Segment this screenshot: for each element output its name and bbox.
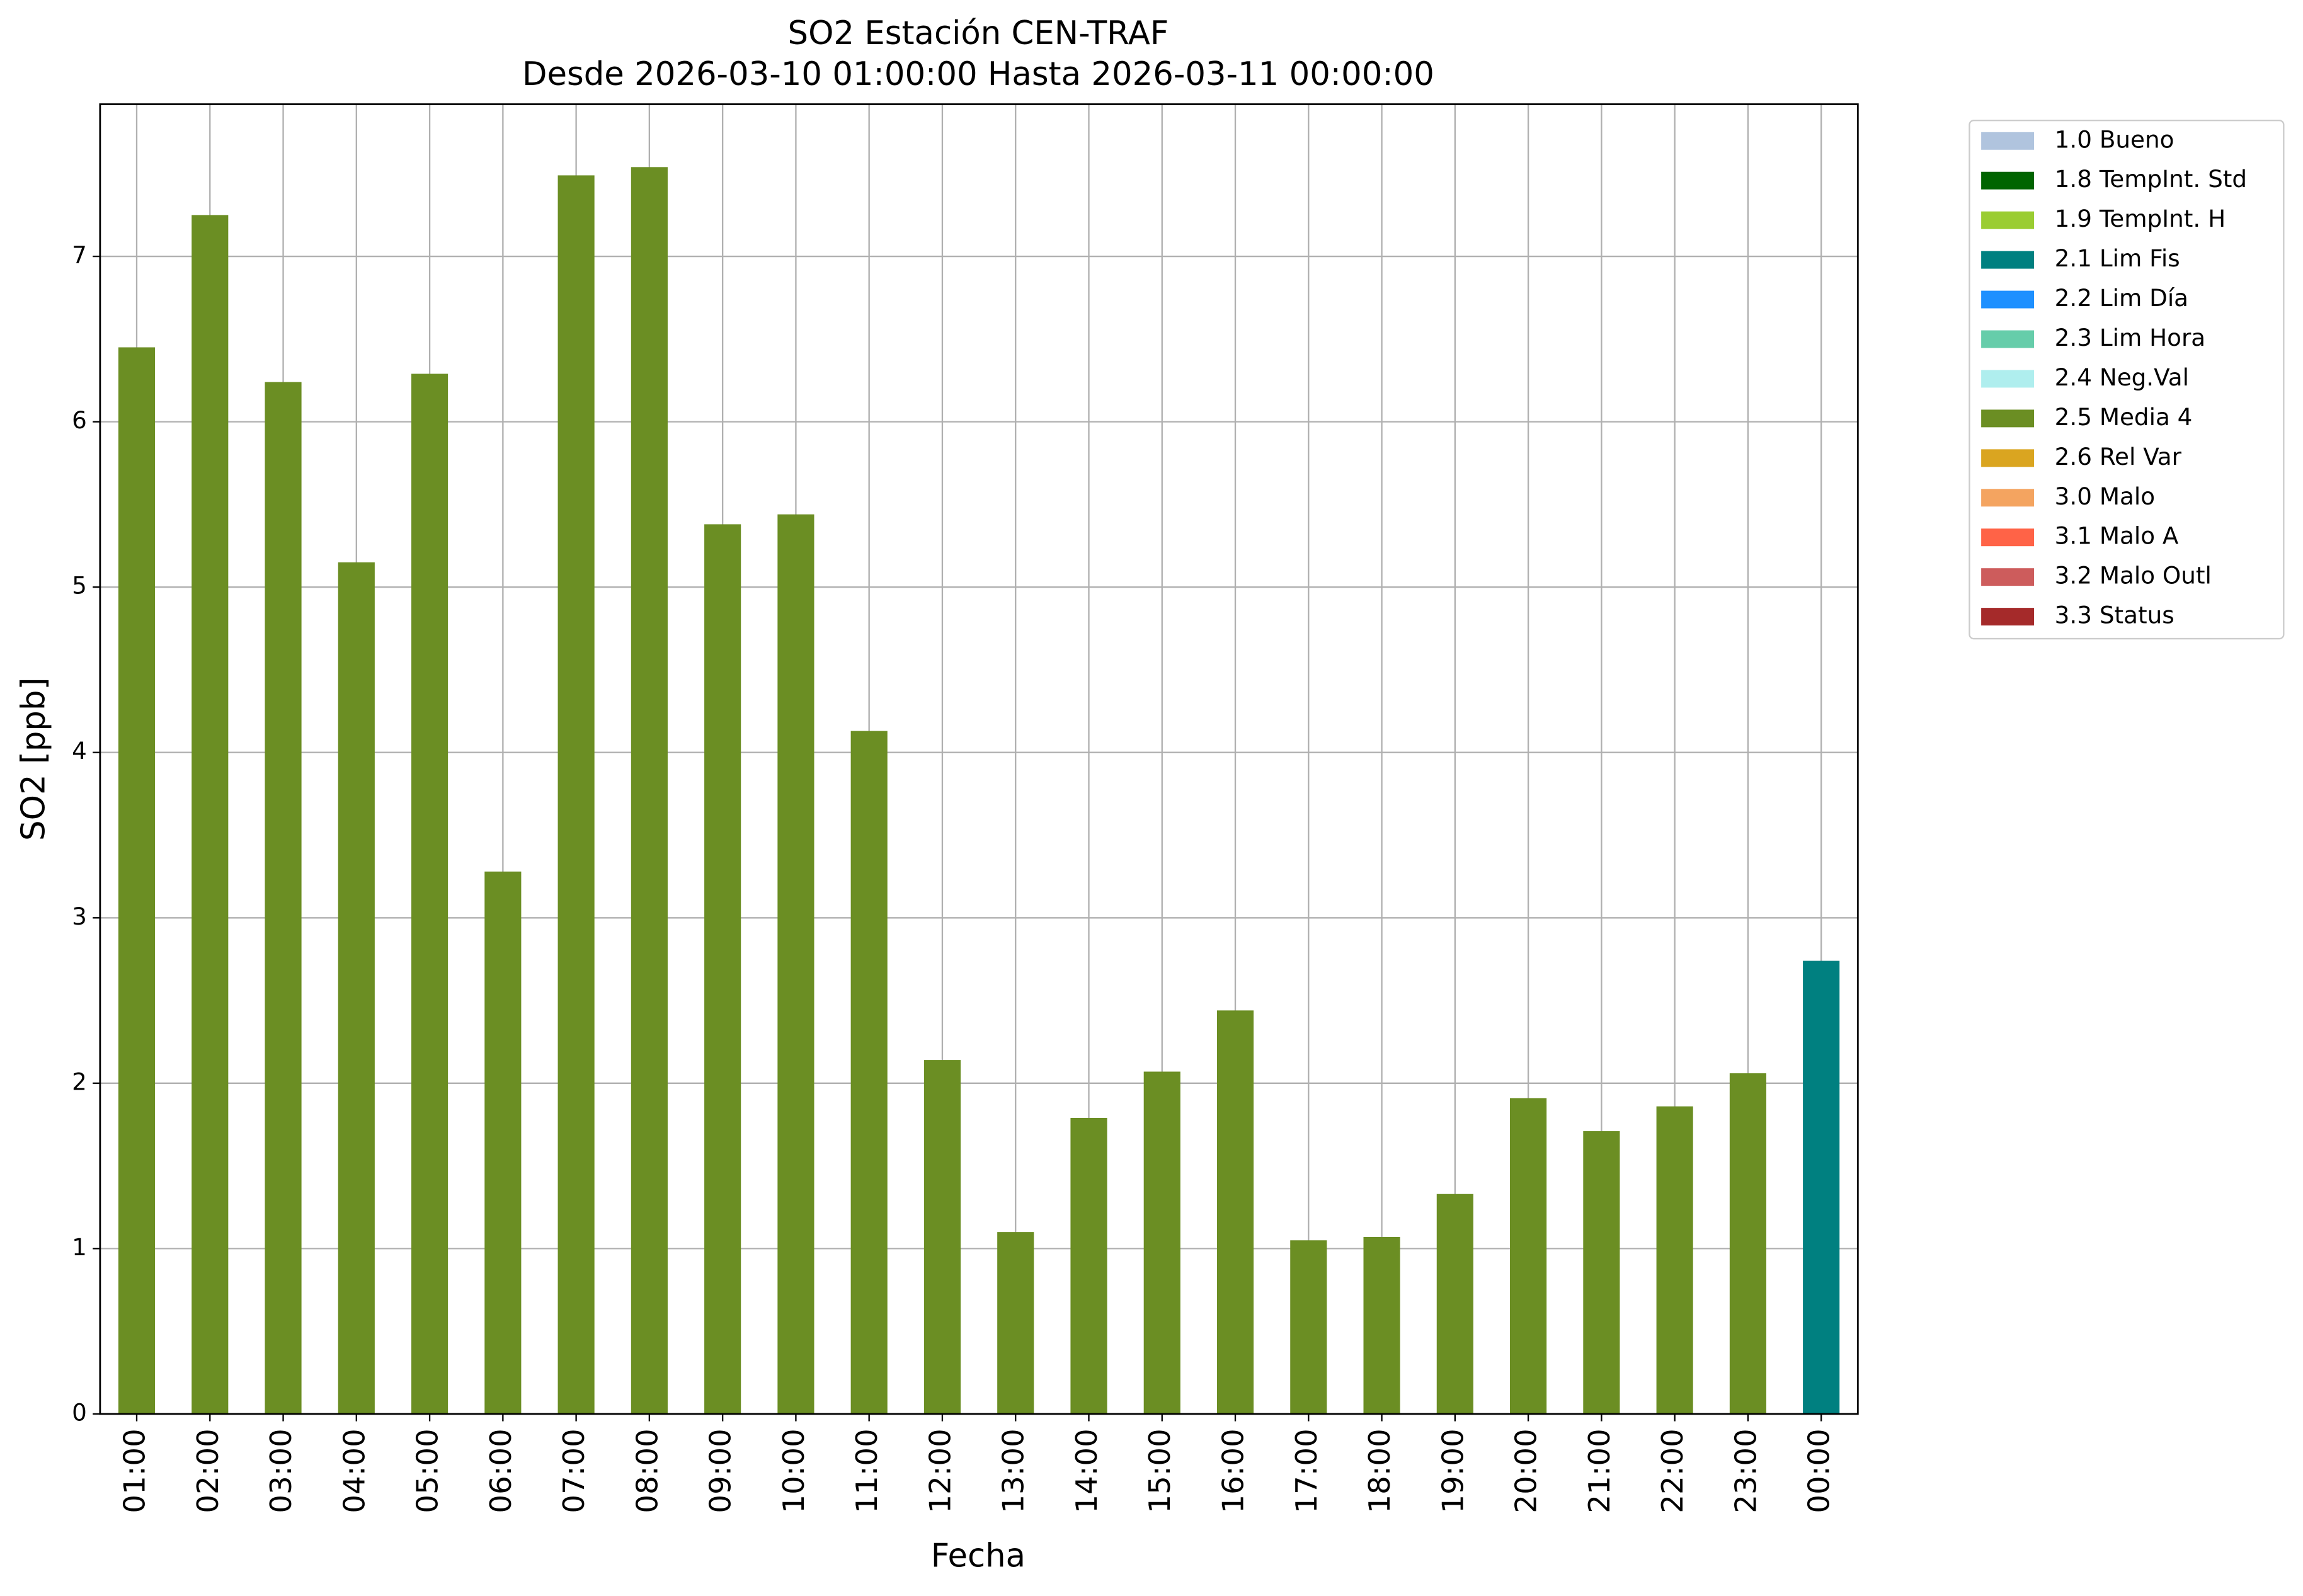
legend-label: 3.2 Malo Outl	[2055, 562, 2212, 590]
x-tick-label: 21:00	[1582, 1428, 1616, 1513]
bar	[118, 347, 156, 1414]
bar	[1143, 1071, 1180, 1414]
x-tick-label: 17:00	[1289, 1428, 1323, 1513]
legend-swatch	[1981, 370, 2035, 388]
bar	[631, 167, 668, 1414]
chart-subtitle: Desde 2026-03-10 01:00:00 Hasta 2026-03-…	[522, 55, 1434, 93]
bar	[850, 731, 888, 1414]
x-tick-label: 05:00	[411, 1428, 445, 1513]
y-axis-label: SO2 [ppb]	[14, 678, 52, 841]
y-tick-label: 7	[72, 241, 87, 269]
legend-swatch	[1981, 132, 2035, 150]
x-tick-label: 13:00	[997, 1428, 1031, 1513]
legend-label: 2.1 Lim Fis	[2055, 244, 2180, 272]
y-tick-label: 2	[72, 1068, 87, 1095]
bar	[557, 175, 595, 1414]
y-tick-label: 6	[72, 406, 87, 434]
legend-swatch	[1981, 568, 2035, 586]
x-tick-label: 19:00	[1436, 1428, 1470, 1513]
legend-label: 3.3 Status	[2055, 601, 2174, 629]
bar	[1290, 1240, 1327, 1414]
x-tick-label: 03:00	[264, 1428, 298, 1513]
y-tick-label: 0	[72, 1398, 87, 1426]
bar	[484, 871, 522, 1414]
x-tick-label: 22:00	[1655, 1428, 1689, 1513]
x-tick-label: 18:00	[1363, 1428, 1397, 1513]
bar	[1070, 1117, 1107, 1414]
x-axis-label: Fecha	[931, 1537, 1026, 1575]
legend-label: 3.1 Malo A	[2055, 522, 2179, 550]
chart-title: SO2 Estación CEN-TRAF	[788, 14, 1169, 52]
legend-swatch	[1981, 251, 2035, 269]
y-tick-label: 3	[72, 903, 87, 930]
legend-swatch	[1981, 409, 2035, 428]
y-tick-label: 1	[72, 1233, 87, 1261]
x-tick-label: 14:00	[1070, 1428, 1104, 1513]
x-tick-label: 06:00	[484, 1428, 518, 1513]
bar	[1729, 1073, 1766, 1414]
legend-swatch	[1981, 211, 2035, 229]
bar	[997, 1232, 1034, 1414]
plot-frame	[99, 103, 1859, 1415]
x-tick-label: 16:00	[1216, 1428, 1250, 1513]
bar	[1510, 1098, 1547, 1414]
x-tick-label: 04:00	[337, 1428, 371, 1513]
x-tick-label: 12:00	[923, 1428, 957, 1513]
x-tick-label: 01:00	[118, 1428, 152, 1513]
bar	[411, 373, 449, 1414]
legend-swatch	[1981, 171, 2035, 190]
x-tick-label: 07:00	[557, 1428, 591, 1513]
bar	[265, 382, 302, 1414]
x-tick-label: 15:00	[1143, 1428, 1177, 1513]
legend-swatch	[1981, 489, 2035, 507]
legend-swatch	[1981, 449, 2035, 467]
x-tick-label: 10:00	[777, 1428, 811, 1513]
x-tick-label: 23:00	[1729, 1428, 1763, 1513]
x-tick-label: 02:00	[191, 1428, 225, 1513]
bar	[1656, 1106, 1693, 1414]
legend-label: 2.4 Neg.Val	[2055, 363, 2189, 391]
bar	[704, 524, 741, 1414]
bar	[1363, 1237, 1400, 1414]
y-tick-label: 4	[72, 737, 87, 765]
legend-label: 2.6 Rel Var	[2055, 443, 2182, 470]
x-tick-label: 09:00	[704, 1428, 738, 1513]
legend-swatch	[1981, 528, 2035, 547]
legend-label: 1.0 Bueno	[2055, 125, 2174, 153]
legend-box	[1969, 119, 2285, 640]
legend-label: 2.2 Lim Día	[2055, 284, 2188, 312]
bar	[1803, 960, 1840, 1414]
legend-swatch	[1981, 608, 2035, 626]
legend-swatch	[1981, 290, 2035, 309]
bar	[923, 1060, 961, 1414]
bar	[191, 215, 229, 1414]
bar	[1216, 1010, 1254, 1414]
bar	[1436, 1194, 1473, 1414]
legend-label: 3.0 Malo	[2055, 482, 2155, 510]
x-tick-label: 00:00	[1802, 1428, 1836, 1513]
x-tick-label: 08:00	[630, 1428, 664, 1513]
legend-label: 2.3 Lim Hora	[2055, 324, 2205, 351]
y-tick-label: 5	[72, 572, 87, 600]
bar	[338, 562, 375, 1414]
legend-label: 2.5 Media 4	[2055, 403, 2193, 431]
legend-label: 1.9 TempInt. H	[2055, 205, 2226, 232]
x-tick-label: 11:00	[850, 1428, 884, 1513]
bar	[777, 514, 814, 1414]
legend-swatch	[1981, 330, 2035, 348]
bar	[1583, 1131, 1620, 1414]
legend-label: 1.8 TempInt. Std	[2055, 165, 2247, 193]
x-tick-label: 20:00	[1509, 1428, 1543, 1513]
